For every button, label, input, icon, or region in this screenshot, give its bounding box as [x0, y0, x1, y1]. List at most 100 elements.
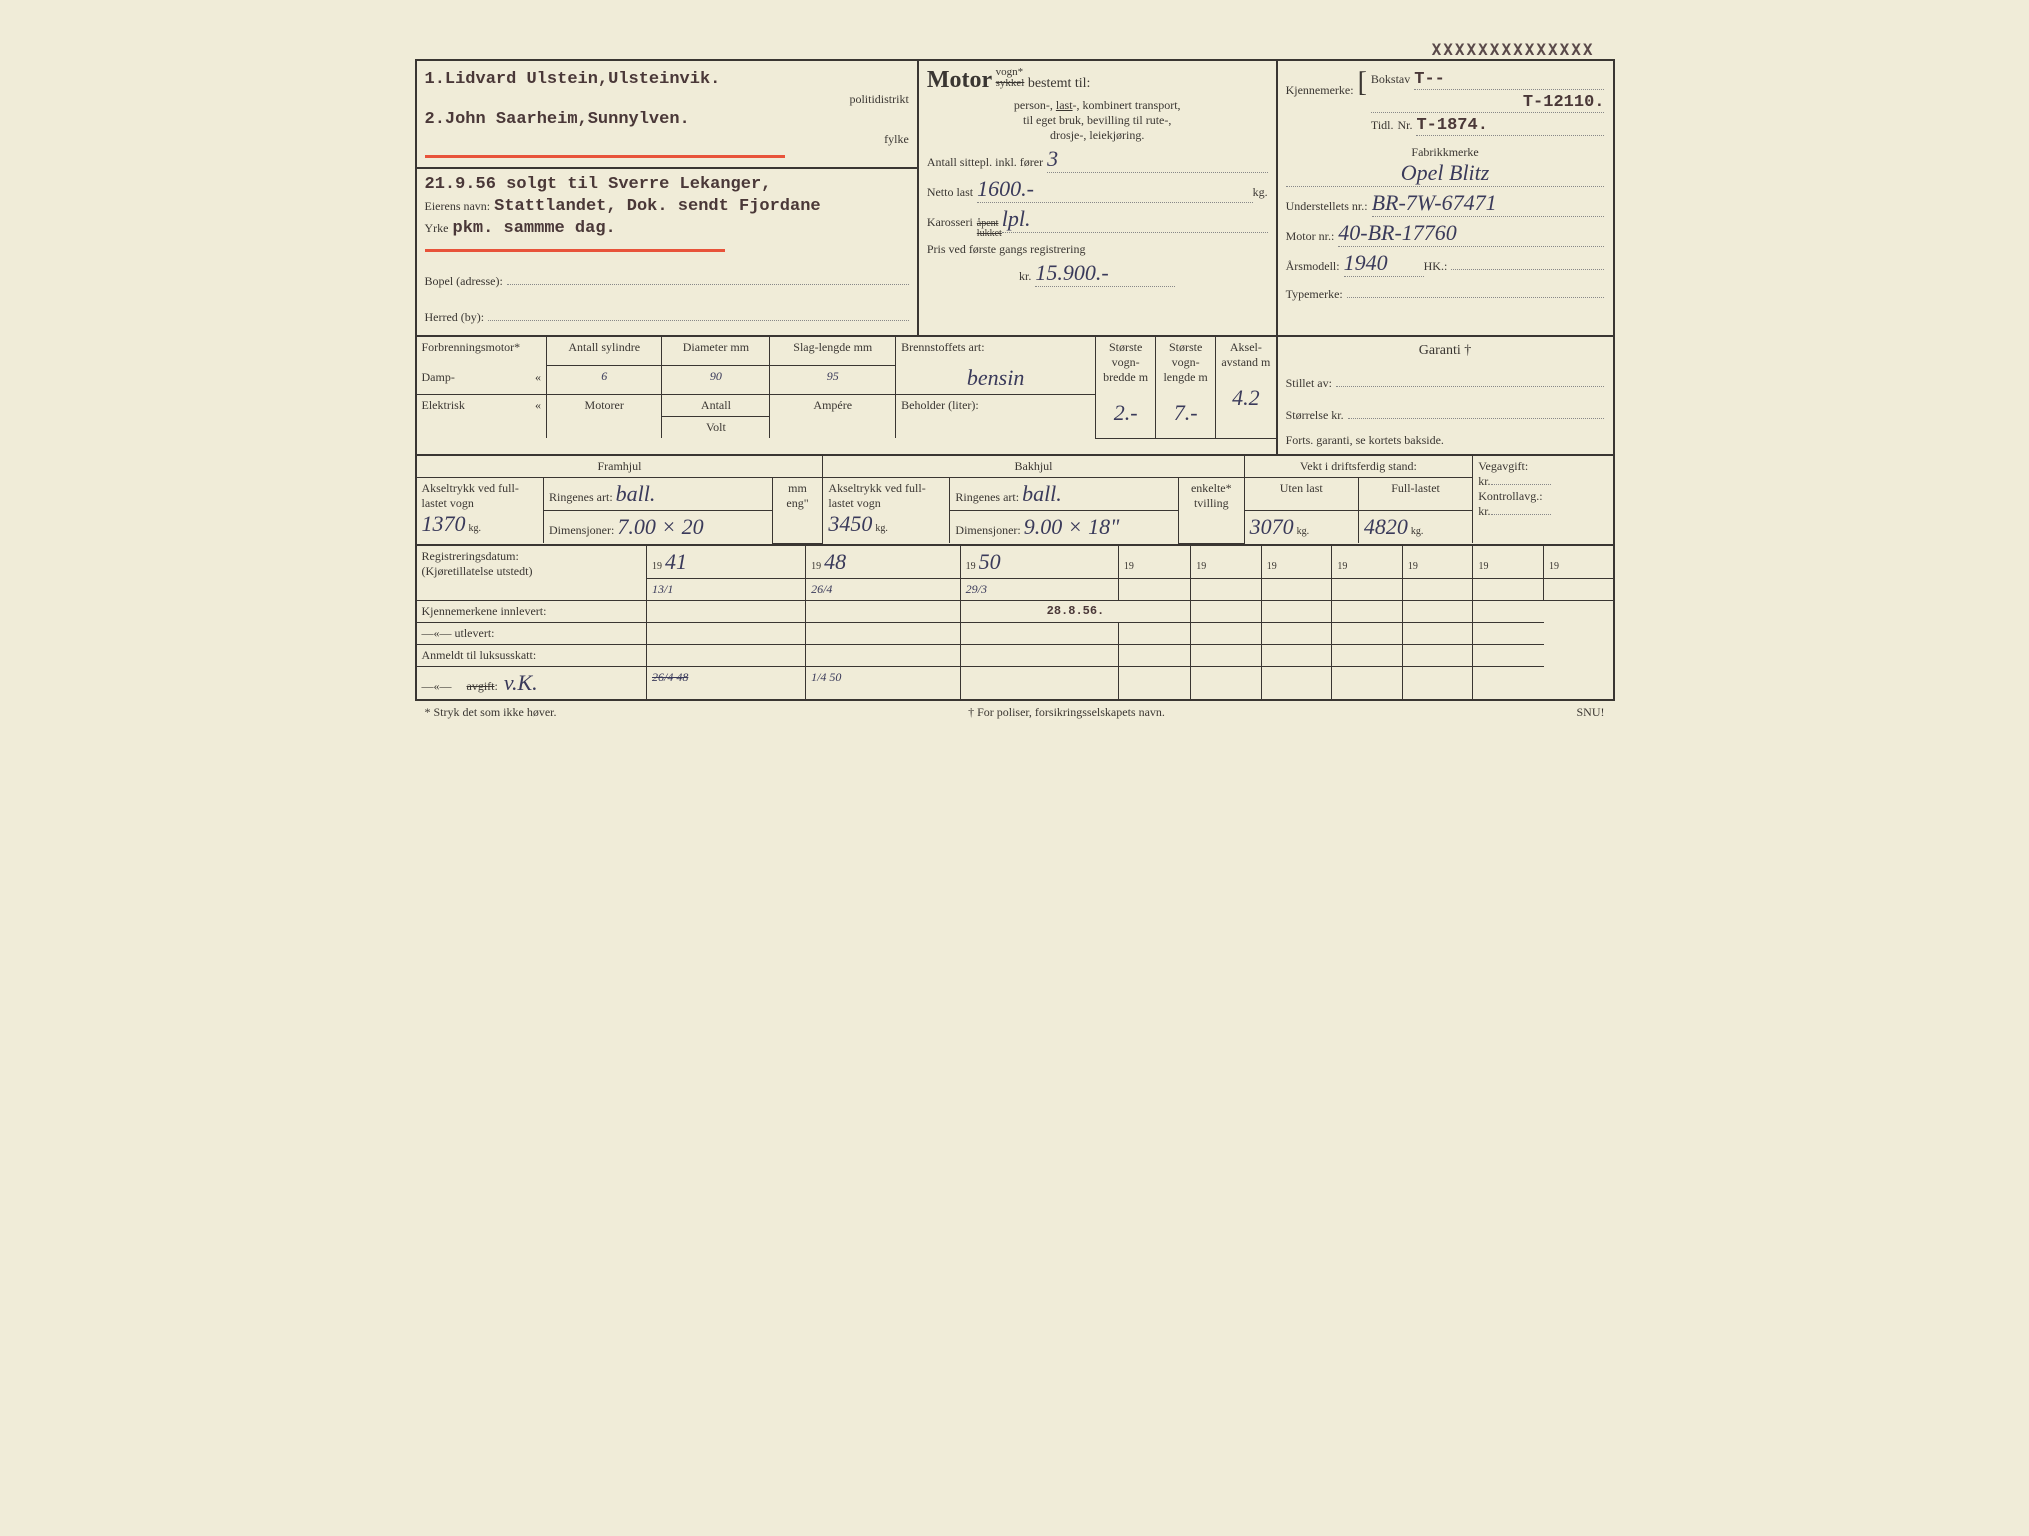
sylindre-label: Antall sylindre	[547, 337, 662, 365]
avgift-strike: avgift	[467, 679, 495, 693]
main-form: 1.Lidvard Ulstein,Ulsteinvik. politidist…	[415, 59, 1615, 701]
anmeldt-label: Anmeldt til luksusskatt:	[417, 644, 647, 666]
stryk-note: * Stryk det som ikke høver.	[425, 705, 557, 720]
pris-label: Pris ved første gangs registrering	[927, 242, 1268, 257]
quote-1: «	[535, 370, 541, 385]
kjennemerke-section: Kjennemerke: [ Bokstav T-- T-12110. Tidl…	[1278, 61, 1613, 335]
ringenes-front-label: Ringenes art:	[549, 490, 613, 504]
owner-line1: 1.Lidvard Ulstein,Ulsteinvik.	[425, 70, 721, 89]
typemerke-label: Typemerke:	[1286, 287, 1343, 302]
slag-label: Slag-lengde mm	[770, 337, 896, 365]
veg-kr: kr.	[1478, 474, 1490, 488]
beholder-label: Beholder (liter):	[896, 395, 1096, 439]
yrke-value: pkm. sammme dag.	[453, 219, 616, 238]
kontroll-label: Kontrollavg.:	[1478, 489, 1542, 503]
dim-back-label: Dimensjoner:	[955, 523, 1020, 537]
owner-line2: 2.John Saarheim,Sunnylven.	[425, 110, 690, 129]
lengde-value: 7.-	[1174, 400, 1198, 425]
herred-label: Herred (by):	[425, 310, 485, 325]
garanti-section: Garanti † Stillet av: Størrelse kr. Fort…	[1278, 337, 1613, 454]
motor-section: Motor vogn* sykkel bestemt til: person-,…	[919, 61, 1278, 335]
veg-label: Vegavgift:	[1478, 459, 1528, 473]
karosseri-label: Karosseri	[927, 215, 973, 230]
ringenes-front: ball.	[616, 481, 656, 506]
motor-heading: Motor	[927, 67, 992, 93]
uten-label: Uten last	[1244, 478, 1358, 511]
pris-value: 15.900.-	[1035, 260, 1175, 287]
netto-label: Netto last	[927, 185, 973, 200]
sylindre-value: 6	[547, 365, 662, 394]
registration-card: XXXXXXXXXXXXXX 1.Lidvard Ulstein,Ulstein…	[415, 40, 1615, 724]
brennstoff-label: Brennstoffets art:	[901, 340, 984, 354]
netto-unit: kg.	[1253, 185, 1268, 200]
netto-value: 1600.-	[977, 176, 1252, 203]
owner-section: 1.Lidvard Ulstein,Ulsteinvik. politidist…	[417, 61, 919, 335]
pris-kr: kr.	[1019, 269, 1031, 284]
forbrenning-label: Forbrenningsmotor*	[422, 340, 521, 354]
stillet-label: Stillet av:	[1286, 376, 1332, 391]
understell-label: Understellets nr.:	[1286, 199, 1368, 214]
motorer-label: Motorer	[547, 395, 662, 439]
full-value: 4820	[1364, 514, 1408, 539]
framhjul-label: Framhjul	[417, 456, 823, 478]
antall-label: Antall	[662, 395, 770, 417]
sold-note: 21.9.56 solgt til Sverre Lekanger,	[425, 175, 909, 194]
full-kg: kg.	[1411, 526, 1424, 537]
dim-front-label: Dimensjoner:	[549, 523, 614, 537]
understell-value: BR-7W-67471	[1372, 190, 1605, 217]
uten-kg: kg.	[1297, 526, 1310, 537]
elektrisk-label: Elektrisk	[422, 398, 465, 412]
tidl-label: Tidl.	[1371, 118, 1394, 133]
lukket-label: lukket	[977, 228, 1002, 239]
fylke-label: fylke	[425, 132, 909, 147]
diameter-value: 90	[662, 365, 770, 394]
footer: * Stryk det som ikke høver. † For polise…	[415, 701, 1615, 724]
transport-text: person-, last-, kombinert transport,	[1014, 98, 1181, 112]
akseltrykk-back-label: Akseltrykk ved full-lastet vogn	[828, 481, 925, 510]
engine-row: Forbrenningsmotor* Damp- « Antall sylind…	[417, 337, 1613, 456]
kjenne-innlevert-label: Kjennemerkene innlevert:	[417, 600, 647, 622]
akseltrykk-front-label: Akseltrykk ved full-lastet vogn	[422, 481, 519, 510]
brennstoff-value: bensin	[901, 365, 1090, 391]
eiers-navn-label: Eierens navn:	[425, 199, 491, 214]
yrke-label: Yrke	[425, 221, 449, 236]
bakhjul-label: Bakhjul	[823, 456, 1244, 478]
akseltrykk-front: 1370	[422, 511, 466, 536]
diameter-label: Diameter mm	[662, 337, 770, 365]
storrelse-label: Størrelse kr.	[1286, 408, 1344, 423]
bredde-label: Største vogn-bredde m	[1103, 340, 1148, 384]
drosje-text: drosje-, leiekjøring.	[927, 128, 1268, 143]
fabrikk-label: Fabrikkmerke	[1286, 145, 1605, 160]
kjor-label: (Kjøretillatelse utstedt)	[422, 564, 533, 578]
uten-value: 3070	[1250, 514, 1294, 539]
mm-front: mm	[788, 481, 807, 495]
dim-front: 7.00 × 20	[617, 514, 703, 539]
utlevert-label: —«— utlevert:	[417, 622, 647, 644]
top-stamp: XXXXXXXXXXXXXX	[415, 40, 1615, 59]
fabrikk-value: Opel Blitz	[1286, 160, 1605, 187]
bredde-value: 2.-	[1114, 400, 1138, 425]
dim-back: 9.00 × 18"	[1024, 514, 1120, 539]
ringenes-back: ball.	[1022, 481, 1062, 506]
akseltrykk-front-unit: kg.	[469, 523, 482, 534]
bopel-label: Bopel (adresse):	[425, 274, 503, 289]
lengde-label: Største vogn-lengde m	[1163, 340, 1207, 384]
wheels-row: Framhjul Bakhjul Vekt i driftsferdig sta…	[417, 456, 1613, 546]
nr-value: T-12110.	[1371, 93, 1605, 113]
full-label: Full-lastet	[1358, 478, 1472, 511]
avgift-date2: 1/4 50	[806, 666, 961, 699]
akseltrykk-back-unit: kg.	[875, 523, 888, 534]
stattlandet: Stattlandet, Dok. sendt Fjordane	[494, 197, 820, 216]
arsmodell-label: Årsmodell:	[1286, 259, 1340, 274]
kjennemerke-label: Kjennemerke:	[1286, 83, 1354, 98]
sykkel-label: sykkel	[996, 77, 1025, 89]
quote-2: «	[535, 398, 541, 413]
garanti-label: Garanti †	[1286, 343, 1605, 359]
politidistrikt-label: politidistrikt	[425, 92, 909, 107]
aksel-label: Aksel-avstand m	[1221, 340, 1270, 369]
arsmodell-value: 1940	[1344, 250, 1424, 277]
karosseri-value: lpl.	[1002, 206, 1268, 233]
ampere-label: Ampére	[770, 395, 896, 439]
tvilling-label: tvilling	[1194, 496, 1229, 510]
bokstav-label: Bokstav	[1371, 72, 1410, 87]
